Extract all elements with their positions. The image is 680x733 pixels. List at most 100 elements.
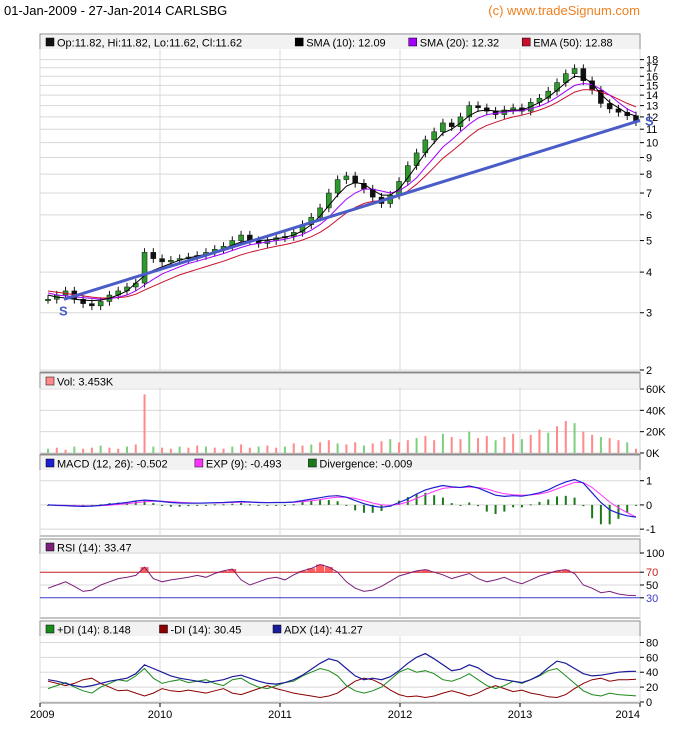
dmi-legend-label-2: ADX (14): 41.27: [284, 625, 363, 637]
price-ytick-label-8: 10: [646, 138, 658, 150]
macd-divergence-bar: [459, 504, 462, 506]
volume-bar: [520, 439, 523, 453]
adx-line: [47, 652, 637, 688]
price-candle: [80, 299, 86, 304]
price-panel: [39, 33, 641, 373]
macd-divergence-bar: [503, 504, 506, 512]
volume-bar: [117, 448, 120, 453]
volume-bar: [319, 442, 322, 453]
volume-bar: [459, 439, 462, 453]
macd-divergence-bar: [529, 504, 532, 506]
macd-divergence-bar: [626, 504, 629, 513]
macd-divergence-bar: [380, 504, 383, 511]
macd-divergence-bar: [152, 503, 155, 505]
macd-divergence-bar: [283, 504, 286, 506]
volume-ytick-label-3: 60K: [646, 384, 666, 396]
macd-divergence-bar: [266, 504, 269, 506]
macd-divergence-bar: [336, 501, 339, 505]
volume-bar: [380, 441, 383, 453]
volume-bar: [310, 444, 313, 453]
volume-bar: [573, 423, 576, 453]
rsi-overbought-fill: [412, 570, 421, 573]
price-candle: [238, 234, 244, 241]
price-ytick-label-5: 7: [646, 188, 652, 200]
price-legend-swatch-1: [294, 37, 304, 47]
x-tick-label-0: 2009: [30, 709, 54, 721]
macd-divergence-bar: [512, 504, 515, 508]
price-panel-legend-bar: [41, 35, 639, 49]
price-candle: [431, 131, 437, 141]
rsi-overbought-fill: [421, 569, 430, 573]
price-candle: [475, 105, 481, 109]
price-legend-swatch-3: [521, 37, 531, 47]
macd-divergence-bar: [520, 504, 523, 508]
volume-bar: [82, 448, 85, 453]
macd-divergence-bar: [143, 500, 146, 505]
price-candle: [580, 68, 587, 82]
price-ytick-label-7: 9: [646, 153, 652, 165]
volume-bar: [125, 446, 128, 453]
macd-divergence-bar: [169, 504, 172, 507]
rsi-ytick-label-2: 70: [646, 567, 658, 579]
macd-legend-swatch-1: [194, 458, 204, 468]
support-label-end: S: [645, 113, 654, 128]
price-candle: [484, 107, 490, 112]
price-candle: [352, 175, 358, 184]
macd-divergence-bar: [257, 504, 260, 506]
volume-bar: [275, 447, 278, 453]
dmi-ytick-label-4: 80: [646, 637, 658, 649]
macd-legend-swatch-0: [45, 458, 55, 468]
dmi-panel-legend-bar: [41, 622, 639, 636]
sma20-line: [47, 82, 637, 300]
price-candle: [343, 175, 350, 180]
macd-divergence-bar: [582, 504, 585, 507]
volume-bar: [336, 443, 339, 453]
volume-bar: [143, 394, 146, 453]
price-ytick-label-3: 5: [646, 236, 652, 248]
macd-divergence-bar: [161, 504, 164, 506]
macd-divergence-bar: [240, 503, 243, 505]
macd-panel-legend-bar: [41, 456, 639, 470]
rsi-overbought-fill: [219, 570, 228, 573]
macd-divergence-bar: [327, 500, 330, 505]
volume-bar: [415, 438, 418, 453]
price-ytick-label-0: 2: [646, 365, 652, 377]
price-legend-label-3: EMA (50): 12.88: [533, 38, 613, 50]
rsi-overbought-fill: [140, 567, 149, 573]
price-ytick-label-10: 12: [646, 112, 658, 124]
macd-divergence-bar: [371, 504, 374, 513]
macd-divergence-bar: [301, 501, 304, 505]
rsi-ytick-label-1: 50: [646, 580, 658, 592]
volume-bar: [468, 431, 471, 453]
rsi-overbought-fill: [307, 568, 316, 573]
volume-bar: [248, 447, 251, 453]
volume-bar: [222, 448, 225, 453]
macd-ytick-label-0: -1: [646, 524, 656, 536]
rsi-overbought-fill: [324, 567, 333, 573]
volume-bar: [512, 433, 515, 453]
macd-divergence-bar: [599, 504, 602, 525]
volume-bar: [424, 435, 427, 453]
price-candle: [334, 179, 341, 194]
macd-divergence-bar: [468, 502, 471, 505]
macd-divergence-bar: [485, 504, 488, 512]
volume-bar: [354, 442, 357, 453]
volume-bar: [152, 446, 155, 453]
brand-watermark[interactable]: (c) www.tradeSignum.com: [488, 3, 640, 18]
volume-bar: [494, 440, 497, 453]
price-candle: [89, 303, 95, 307]
volume-bar: [599, 437, 602, 453]
dmi-legend-swatch-0: [45, 624, 55, 634]
macd-divergence-bar: [450, 503, 453, 505]
macd-divergence-bar: [573, 497, 576, 505]
support-label-start: S: [59, 303, 68, 318]
volume-bar: [301, 445, 304, 453]
macd-divergence-bar: [354, 504, 357, 511]
price-legend-swatch-0: [45, 37, 55, 47]
price-legend-label-2: SMA (20): 12.32: [420, 38, 500, 50]
chart-title: 01-Jan-2009 - 27-Jan-2014 CARLSBG: [4, 3, 228, 18]
macd-exp-line: [47, 481, 637, 518]
volume-bar: [204, 446, 207, 453]
volume-bar: [345, 444, 348, 453]
minus-di-line: [47, 677, 637, 699]
